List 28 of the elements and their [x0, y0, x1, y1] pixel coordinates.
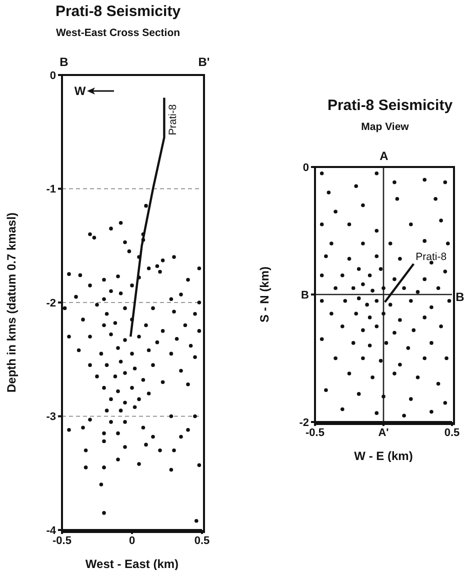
x-tick-label: 0: [128, 534, 136, 547]
y-tick-label: 0: [50, 70, 56, 82]
chart-title: Prati-8 Seismicity: [54, 3, 182, 20]
text: B': [197, 54, 211, 70]
y-tick-label: -2: [46, 297, 56, 310]
y-tick-label: -3: [46, 411, 56, 424]
x-tick-label: -0.5: [306, 426, 324, 439]
chart-title: Prati-8 Seismicity: [326, 97, 454, 114]
y-axis-title: Depth in kms (datum 0.7 kmasl): [4, 212, 18, 393]
chart-subtitle: West-East Cross Section: [54, 27, 182, 39]
text: B: [454, 289, 466, 305]
x-tick-label: 0.5: [194, 534, 210, 547]
annotation: W: [73, 83, 87, 99]
line-series: [130, 96, 166, 338]
x-tick-label: A': [378, 426, 390, 439]
y-tick-label: -1: [46, 184, 56, 196]
x-tick-label: -0.5: [52, 534, 72, 547]
y-tick-label: B: [301, 289, 310, 302]
y-tick-label: -4: [46, 524, 57, 537]
y-tick-label: -2: [299, 416, 309, 429]
y-axis-title: S - N (km): [257, 266, 272, 323]
text: B: [58, 54, 70, 70]
text: A: [378, 148, 390, 164]
text: Prati-8: [167, 104, 180, 136]
series-label: Prati-8: [416, 250, 447, 263]
x-tick-label: 0.5: [444, 426, 460, 439]
y-tick-label: 0: [302, 162, 309, 174]
chart-subtitle: Map View: [360, 121, 410, 133]
